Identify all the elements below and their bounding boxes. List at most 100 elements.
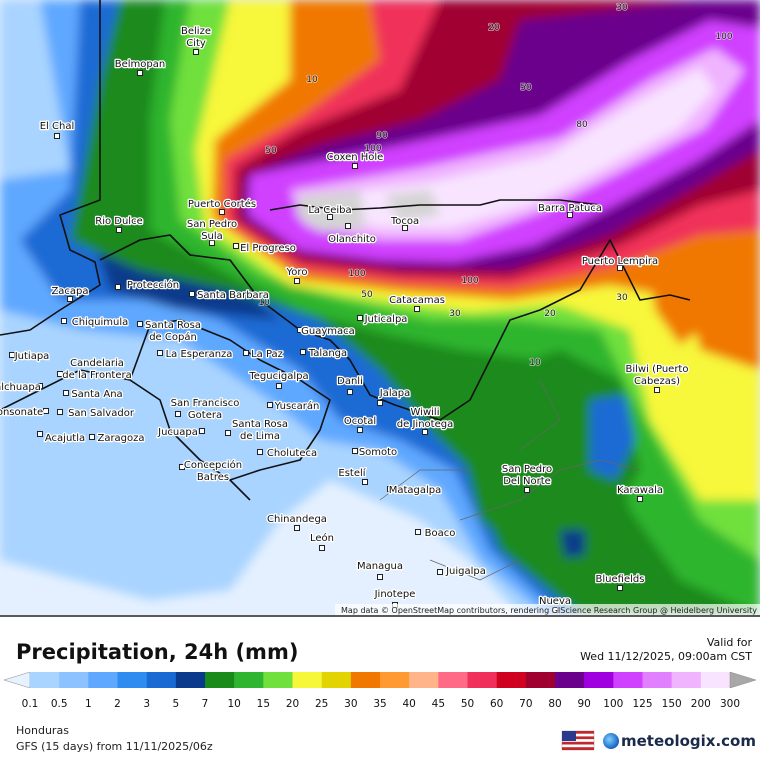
legend-value: 125: [632, 698, 652, 710]
city-label: Bluefields: [596, 574, 645, 585]
borders: [0, 0, 691, 581]
city-marker: [352, 448, 358, 454]
contour-label: 30: [449, 309, 461, 319]
legend-swatch: [117, 672, 147, 688]
legend-swatch: [409, 672, 439, 688]
city-label: Jalapa: [379, 388, 410, 399]
city-marker: [57, 371, 63, 377]
legend-swatch: [146, 672, 177, 688]
city-label: Jinotepe: [374, 589, 416, 600]
legend-value: 25: [315, 698, 328, 710]
city-marker: [37, 383, 43, 389]
legend-value: 0.1: [22, 698, 39, 710]
city-marker: [179, 464, 185, 470]
city-marker: [257, 449, 263, 455]
city-marker: [243, 350, 249, 356]
contour-label: 80: [576, 120, 588, 130]
city-marker: [402, 225, 408, 231]
city-label: Yoro: [286, 267, 308, 278]
city-marker: [357, 315, 363, 321]
city-label: Chiquimula: [72, 317, 129, 328]
city-marker: [294, 278, 300, 284]
legend-swatch: [380, 672, 410, 688]
legend-value: 40: [402, 698, 415, 710]
legend-panel: Precipitation, 24h (mm) Valid for Wed 11…: [3, 636, 757, 710]
city-label: Juigalpa: [445, 566, 486, 577]
city-label: Belmopan: [115, 59, 165, 70]
legend-value: 45: [432, 698, 445, 710]
city-marker: [415, 529, 421, 535]
city-label: Santa Ana: [71, 389, 122, 400]
city-label: Concepción: [184, 459, 242, 471]
city-marker: [225, 430, 231, 436]
us-flag: [561, 730, 595, 751]
city-label: Barra Patuca: [538, 203, 602, 214]
legend-value: 60: [490, 698, 503, 710]
city-label: San Pedro: [187, 219, 237, 230]
city-marker: [617, 265, 623, 271]
city-label: Zaragoza: [97, 433, 144, 444]
attribution: Map data © OpenStreetMap contributors, r…: [341, 606, 757, 615]
legend-value: 30: [344, 698, 357, 710]
city-marker: [63, 390, 69, 396]
city-marker: [267, 402, 273, 408]
city-label: San Salvador: [68, 408, 135, 419]
city-label: Rio Dulce: [95, 216, 143, 227]
city-marker: [175, 411, 181, 417]
legend-value: 2: [114, 698, 121, 710]
city-label: Managua: [357, 561, 403, 572]
legend-value: 10: [227, 698, 240, 710]
city-label: Karawala: [617, 485, 663, 496]
city-label: La Esperanza: [166, 349, 233, 360]
legend-value: 1: [85, 698, 92, 710]
city-label: León: [310, 532, 334, 544]
city-marker: [67, 296, 73, 302]
legend-value: 90: [577, 698, 590, 710]
city-label: Juticalpa: [364, 314, 408, 325]
city-marker: [567, 212, 573, 218]
contour-label: 20: [488, 23, 500, 33]
city-marker: [209, 240, 215, 246]
legend-value: 5: [172, 698, 179, 710]
city-label: Chinandega: [267, 514, 327, 525]
city-label: Sula: [201, 231, 223, 242]
city-marker: [54, 133, 60, 139]
city-label: Tocoa: [390, 216, 419, 227]
contour-label: 50: [520, 83, 532, 93]
contour-label: 50: [265, 146, 277, 156]
city-label: Candelaria: [70, 358, 124, 369]
legend-swatch: [642, 672, 672, 688]
city-marker: [219, 209, 225, 215]
legend-value: 200: [691, 698, 711, 710]
city-label: La Paz: [251, 349, 283, 360]
legend-value: 35: [373, 698, 386, 710]
city-marker: [617, 585, 623, 591]
city-label: Santa Rosa: [145, 320, 201, 331]
legend-swatch: [205, 672, 235, 688]
legend-value: 300: [720, 698, 740, 710]
city-marker: [276, 383, 282, 389]
city-marker: [57, 409, 63, 415]
city-label: Talanga: [308, 348, 347, 359]
legend-swatch: [59, 672, 89, 688]
legend-swatch: [700, 672, 731, 688]
contour-label: 10: [529, 358, 541, 368]
city-label: Ocotal: [344, 416, 376, 427]
legend-swatch: [88, 672, 118, 688]
city-label: Del Norte: [503, 476, 551, 487]
city-marker: [193, 49, 199, 55]
city-label: de Lima: [240, 431, 280, 442]
city-label: Olanchito: [328, 234, 376, 245]
legend-swatch: [234, 672, 264, 688]
city-label: Estelí: [338, 467, 366, 479]
city-label: de la Frontera: [62, 370, 131, 381]
legend-value: 7: [202, 698, 209, 710]
city-label: onsonate: [0, 407, 43, 418]
city-label: Protección: [127, 279, 179, 291]
legend-swatch: [321, 672, 352, 688]
city-marker: [319, 545, 325, 551]
contour-label: 30: [616, 3, 628, 13]
contour-label: 100: [461, 276, 478, 286]
brand-name[interactable]: meteologix.com: [621, 732, 756, 750]
legend-value: 0.5: [51, 698, 68, 710]
